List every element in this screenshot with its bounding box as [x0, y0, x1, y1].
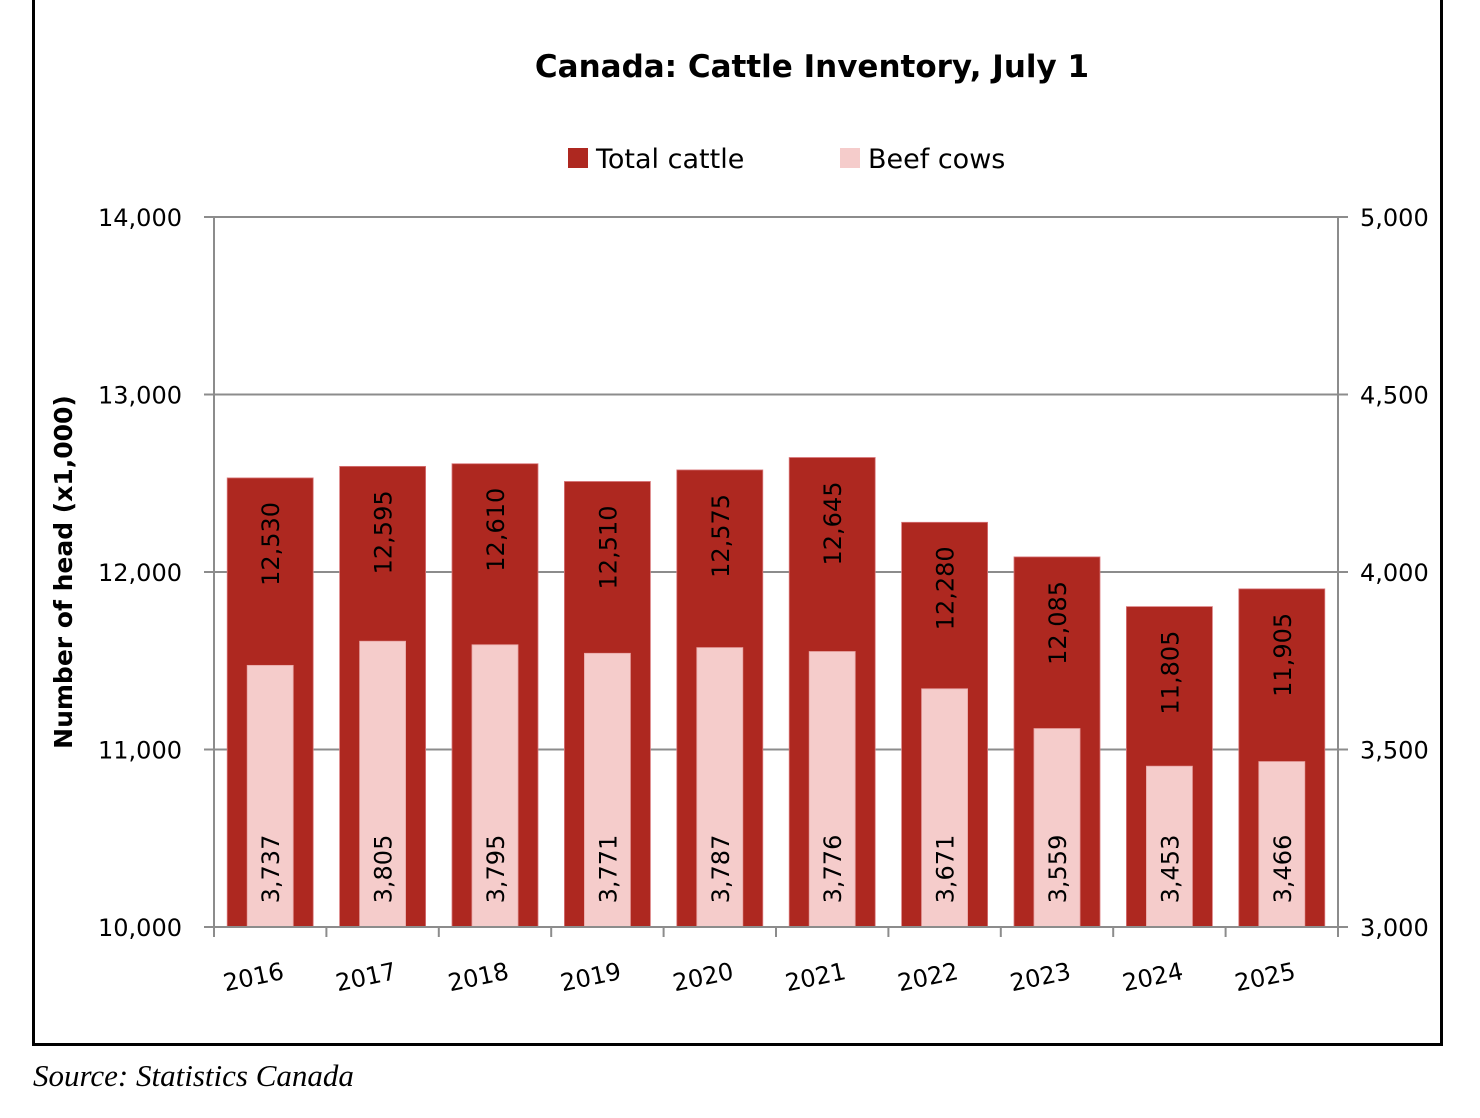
data-label-beef-cows: 3,795 [482, 835, 510, 904]
x-tick-label: 2025 [1232, 957, 1298, 997]
legend-label-total-cattle: Total cattle [595, 144, 744, 175]
data-label-total-cattle: 12,610 [482, 488, 510, 572]
x-tick-label: 2023 [1008, 957, 1074, 997]
chart-frame [32, 0, 1443, 1046]
data-label-beef-cows: 3,787 [707, 835, 735, 904]
y2-tick-label: 5,000 [1360, 204, 1429, 232]
x-tick-label: 2021 [783, 957, 849, 997]
bar-beef-cows [1033, 728, 1081, 928]
data-label-total-cattle: 12,595 [370, 490, 398, 574]
data-label-beef-cows: 3,776 [819, 835, 847, 904]
data-label-beef-cows: 3,559 [1044, 835, 1072, 904]
x-tick-label: 2020 [670, 957, 736, 997]
bar-beef-cows [584, 652, 631, 928]
y-tick-label: 12,000 [98, 559, 182, 587]
data-label-total-cattle: 11,805 [1156, 631, 1184, 715]
y-tick-label: 13,000 [98, 382, 182, 410]
legend: Total cattle Beef cows [568, 144, 1005, 175]
bar-beef-cows [696, 647, 744, 928]
x-tick-label: 2018 [446, 957, 512, 997]
data-label-beef-cows: 3,453 [1156, 835, 1184, 904]
x-tick-label: 2017 [333, 957, 399, 997]
data-label-beef-cows: 3,805 [370, 835, 398, 904]
data-label-beef-cows: 3,737 [257, 835, 285, 904]
bar-beef-cows [246, 664, 294, 928]
data-label-total-cattle: 12,085 [1044, 581, 1072, 665]
legend-label-beef-cows: Beef cows [868, 144, 1005, 175]
y2-tick-label: 3,500 [1360, 737, 1429, 765]
bar-beef-cows [808, 651, 856, 928]
y2-tick-label: 4,500 [1360, 382, 1429, 410]
x-tick-label: 2019 [558, 957, 624, 997]
data-label-beef-cows: 3,671 [932, 835, 960, 904]
legend-swatch-beef-cows [840, 148, 860, 168]
data-label-total-cattle: 12,575 [707, 494, 735, 578]
bar-beef-cows [1146, 765, 1193, 928]
source-note: Source: Statistics Canada [33, 1058, 354, 1093]
chart-title: Canada: Cattle Inventory, July 1 [535, 49, 1089, 85]
bar-beef-cows [471, 644, 519, 928]
y-axis-label: Number of head (x1,000) [49, 395, 78, 749]
data-label-total-cattle: 12,280 [932, 546, 960, 630]
y-tick-label: 11,000 [98, 737, 182, 765]
data-label-total-cattle: 12,645 [819, 482, 847, 566]
y-tick-label: 10,000 [98, 914, 182, 942]
data-label-total-cattle: 12,510 [594, 505, 622, 589]
bar-beef-cows [1258, 761, 1306, 928]
y2-tick-label: 4,000 [1360, 559, 1429, 587]
y-tick-label: 14,000 [98, 204, 182, 232]
legend-swatch-total-cattle [568, 148, 588, 168]
data-label-total-cattle: 12,530 [257, 502, 285, 586]
bar-beef-cows [921, 688, 968, 928]
x-tick-label: 2022 [895, 957, 961, 997]
y2-tick-label: 3,000 [1360, 914, 1429, 942]
data-label-total-cattle: 11,905 [1269, 613, 1297, 697]
bar-beef-cows [359, 640, 407, 928]
x-tick-label: 2016 [221, 957, 287, 997]
data-label-beef-cows: 3,771 [594, 835, 622, 904]
x-tick-label: 2024 [1120, 957, 1186, 997]
data-label-beef-cows: 3,466 [1269, 835, 1297, 904]
